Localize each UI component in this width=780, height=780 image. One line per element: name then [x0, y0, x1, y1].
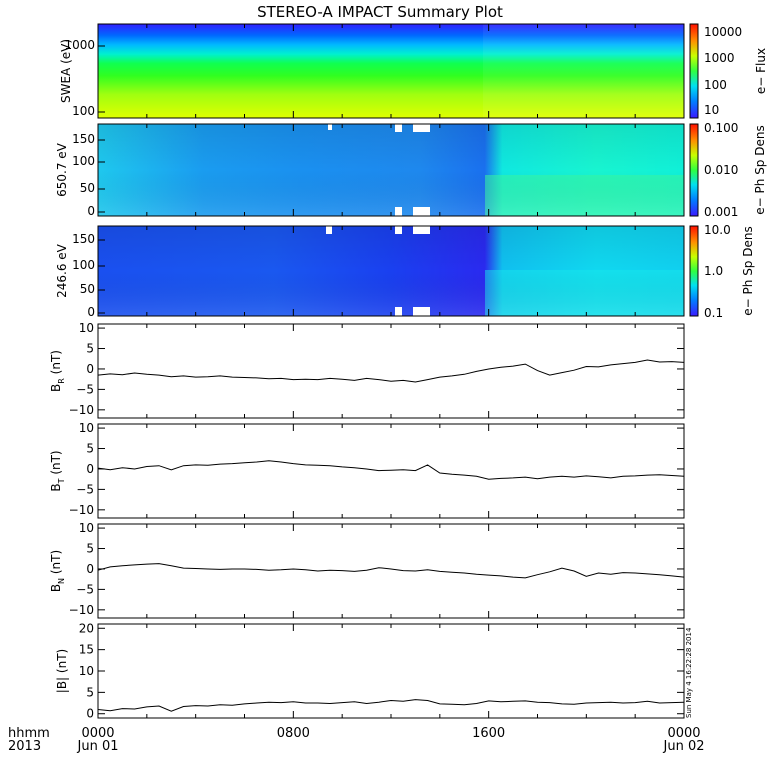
line-ytick-label: 15: [79, 643, 94, 657]
time-label-hhmm: hhmm: [8, 726, 50, 741]
line-ytick-label: 0: [86, 562, 94, 576]
spec-ylabel: SWEA (eV): [59, 39, 73, 103]
spec-ytick-label: 100: [72, 104, 95, 118]
line-ytick-label: 0: [86, 707, 94, 721]
pad-650-gap: [413, 124, 430, 132]
swea-high-energy-band: [483, 24, 684, 118]
run-timestamp: Sun May 4 16:22:28 2014: [685, 627, 693, 718]
line-panel-frame: [97, 523, 685, 619]
field-trace: [97, 699, 685, 712]
line-ylabel: |B| (nT): [55, 649, 69, 693]
pad-246-gap: [395, 226, 402, 234]
time-label-year: 2013: [8, 739, 41, 754]
colorbar-tick-label: 10000: [704, 25, 742, 39]
field-trace: [97, 460, 685, 480]
pad-246-gap: [326, 226, 332, 234]
line-panel-frame: [97, 623, 685, 719]
date-label: Jun 02: [663, 739, 705, 754]
colorbar-tick-label: 10: [704, 103, 719, 117]
colorbar-tick-label: 0.100: [704, 121, 738, 135]
pad-650-gap: [395, 207, 402, 216]
colorbar-tick-label: 1000: [704, 51, 735, 65]
colorbar-tick-label: 1.0: [704, 264, 723, 278]
colorbar-label: e− Ph Sp Dens: [753, 125, 767, 214]
line-ytick-label: 10: [79, 521, 94, 535]
line-ytick-label: 5: [86, 342, 94, 356]
line-ylabel: BR (nT): [49, 350, 66, 392]
pad-246-gap: [413, 307, 430, 316]
line-ytick-label: 5: [86, 442, 94, 456]
line-panel-frame: [97, 323, 685, 419]
xtick-label: 0800: [277, 726, 310, 741]
xtick-label: 1600: [472, 726, 505, 741]
spec-ytick-label: 50: [80, 181, 95, 195]
figure-title: STEREO-A IMPACT Summary Plot: [257, 3, 503, 21]
pad-246-gap: [413, 226, 430, 234]
spec-ytick-label: 100: [72, 154, 95, 168]
field-trace: [97, 563, 685, 579]
spec-ytick-label: 0: [87, 204, 95, 218]
colorbar-label: e− Ph Sp Dens: [741, 226, 755, 315]
spec-ylabel: 650.7 eV: [55, 142, 69, 197]
colorbar-label: e− Flux: [754, 48, 768, 94]
colorbar-swea: [689, 23, 699, 119]
line-ytick-label: 0: [86, 362, 94, 376]
line-ytick-label: −10: [69, 503, 94, 517]
spec-ytick-label: 100: [72, 258, 95, 272]
spec-ytick-label: 150: [72, 232, 95, 246]
line-ytick-label: −5: [76, 582, 94, 596]
xtick-label: 0000: [81, 726, 114, 741]
pad-246-panel: [97, 225, 685, 317]
swea-spectrogram: [98, 24, 684, 118]
pad-650-panel: [97, 123, 685, 217]
colorbar-246: [689, 225, 699, 317]
line-ytick-label: −5: [76, 382, 94, 396]
colorbar-tick-label: 10.0: [704, 223, 731, 237]
colorbar-tick-label: 0.1: [704, 306, 723, 320]
pad-650-gap: [413, 207, 430, 216]
colorbar-650: [689, 123, 699, 217]
line-ytick-label: 20: [79, 621, 94, 635]
line-ytick-label: 10: [79, 321, 94, 335]
pad-246-gap: [395, 307, 402, 316]
line-ytick-label: 5: [86, 542, 94, 556]
swea-panel: [97, 23, 685, 119]
line-ytick-label: 5: [86, 685, 94, 699]
spec-ytick-label: 1000: [64, 38, 95, 52]
colorbar-tick-label: 0.001: [704, 205, 738, 219]
pad-650-gap: [395, 124, 402, 132]
spec-ytick-label: 150: [72, 132, 95, 146]
pad-650-gap: [328, 124, 332, 130]
spec-ytick-label: 50: [80, 282, 95, 296]
spec-ytick-label: 0: [87, 305, 95, 319]
line-ytick-label: 10: [79, 664, 94, 678]
line-ytick-label: 0: [86, 462, 94, 476]
date-label: Jun 01: [77, 739, 119, 754]
line-panel-frame: [97, 423, 685, 519]
field-trace: [97, 359, 685, 383]
xtick-label: 0000: [667, 726, 700, 741]
line-ylabel: BN (nT): [49, 550, 66, 592]
colorbar-tick-label: 100: [704, 78, 727, 92]
line-ylabel: BT (nT): [49, 450, 66, 491]
line-ytick-label: −10: [69, 403, 94, 417]
line-ytick-label: 10: [79, 421, 94, 435]
line-ytick-label: −5: [76, 482, 94, 496]
line-ytick-label: −10: [69, 603, 94, 617]
spec-ylabel: 246.6 eV: [55, 243, 69, 298]
colorbar-tick-label: 0.010: [704, 163, 738, 177]
